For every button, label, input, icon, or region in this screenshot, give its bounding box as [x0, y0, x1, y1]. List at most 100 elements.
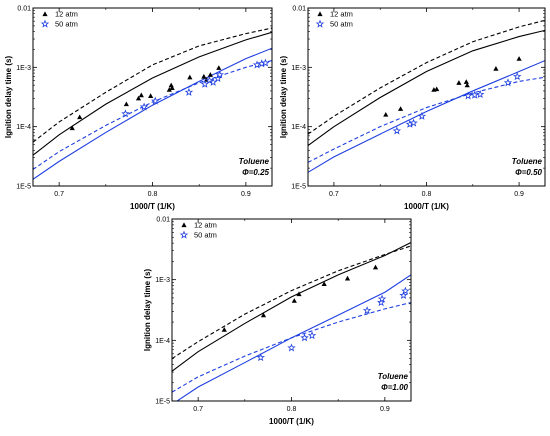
data-point-50atm	[287, 343, 296, 352]
dashed-model-curve	[308, 76, 545, 163]
phi-annotation: Φ=0.50	[515, 168, 542, 177]
data-point-12atm	[344, 275, 351, 281]
solid-model-curve	[308, 29, 545, 147]
legend-marker-triangle	[181, 222, 187, 228]
data-point-12atm	[456, 80, 462, 85]
legend-label: 12 atm	[330, 10, 353, 19]
plot-frame	[307, 7, 546, 187]
x-tick-label: 0.7	[54, 191, 64, 198]
x-tick-label: 0.8	[422, 191, 432, 198]
data-point-12atm	[138, 92, 144, 98]
solid-model-curve	[33, 47, 272, 180]
x-tick-label: 0.7	[329, 191, 339, 198]
dashed-model-curve	[33, 27, 272, 143]
x-tick-label: 0.9	[241, 191, 251, 198]
data-point-12atm	[434, 86, 440, 92]
y-tick-label: 1E-5	[155, 399, 170, 406]
phi-annotation: Φ=1.00	[381, 383, 408, 392]
legend-label: 50 atm	[194, 231, 217, 240]
dashed-model-curve	[172, 301, 411, 393]
dashed-model-curve	[33, 60, 272, 170]
legend-marker-star	[40, 19, 50, 28]
data-point-50atm	[215, 70, 224, 79]
legend-label: 12 atm	[55, 10, 78, 19]
y-tick-label: 0.01	[156, 217, 170, 224]
legend-marker-triangle	[42, 11, 48, 17]
y-axis-title: Ignition delay time (s)	[4, 56, 13, 139]
data-point-50atm	[151, 96, 160, 105]
data-point-12atm	[201, 73, 207, 79]
fuel-annotation: Toluene	[239, 157, 270, 166]
data-point-50atm	[392, 126, 402, 135]
data-point-12atm	[296, 291, 302, 297]
y-tick-label: 1E-4	[291, 124, 306, 131]
data-point-12atm	[69, 125, 75, 131]
legend-label: 50 atm	[55, 20, 78, 29]
solid-model-curve	[172, 241, 411, 372]
data-point-50atm	[139, 102, 149, 111]
data-point-12atm	[221, 327, 227, 332]
data-point-12atm	[372, 264, 379, 270]
data-point-12atm	[148, 93, 154, 98]
y-tick-label: 1E-4	[16, 124, 31, 131]
legend-label: 50 atm	[330, 20, 353, 29]
dashed-model-curve	[172, 245, 411, 360]
y-tick-label: 1E-4	[155, 338, 170, 345]
x-tick-label: 0.9	[514, 191, 524, 198]
x-tick-label: 0.8	[148, 191, 158, 198]
data-point-50atm	[213, 73, 223, 83]
data-point-12atm	[260, 312, 267, 318]
data-point-50atm	[463, 91, 473, 100]
phi-annotation: Φ=0.25	[242, 168, 269, 177]
data-point-50atm	[362, 306, 372, 315]
y-axis-title: Ignition delay time (s)	[279, 56, 288, 139]
data-point-50atm	[307, 331, 317, 340]
data-point-12atm	[493, 66, 499, 71]
data-point-50atm	[470, 90, 479, 99]
x-axis-title: 1000/T (1/K)	[269, 417, 314, 426]
legend-marker-star	[179, 230, 189, 239]
x-tick-label: 0.8	[287, 406, 297, 413]
data-point-12atm	[123, 101, 129, 107]
data-point-12atm	[187, 74, 193, 80]
solid-model-curve	[176, 274, 411, 401]
data-point-50atm	[513, 72, 522, 81]
x-tick-label: 0.7	[193, 406, 203, 413]
solid-model-curve	[33, 31, 272, 156]
y-tick-label: 1E-5	[16, 184, 31, 191]
data-point-12atm	[397, 106, 404, 111]
data-point-12atm	[169, 85, 175, 90]
legend-marker-star	[315, 19, 325, 28]
y-axis-title: Ignition delay time (s)	[143, 269, 152, 352]
data-point-12atm	[463, 79, 469, 84]
legend-label: 12 atm	[194, 221, 217, 230]
y-tick-label: 1E-3	[291, 65, 306, 72]
data-point-12atm	[291, 298, 297, 303]
legend-marker-triangle	[317, 11, 323, 17]
dashed-model-curve	[308, 19, 545, 135]
x-tick-label: 0.9	[380, 406, 390, 413]
data-point-12atm	[516, 56, 522, 61]
data-point-50atm	[205, 76, 214, 85]
plot-frame	[171, 218, 412, 402]
x-axis-title: 1000/T (1/K)	[404, 202, 449, 211]
data-point-50atm	[409, 118, 418, 127]
x-axis-title: 1000/T (1/K)	[130, 202, 175, 211]
data-point-50atm	[399, 290, 408, 300]
data-point-12atm	[464, 82, 470, 88]
y-tick-label: 0.01	[292, 6, 306, 13]
data-point-12atm	[321, 281, 327, 287]
fuel-annotation: Toluene	[378, 372, 409, 381]
plot-frame	[32, 7, 273, 187]
y-tick-label: 1E-3	[16, 65, 31, 72]
data-point-50atm	[184, 87, 194, 96]
data-point-50atm	[256, 353, 265, 362]
data-point-12atm	[383, 111, 389, 117]
data-point-50atm	[261, 58, 270, 67]
data-point-12atm	[168, 82, 174, 88]
data-point-12atm	[207, 72, 213, 77]
